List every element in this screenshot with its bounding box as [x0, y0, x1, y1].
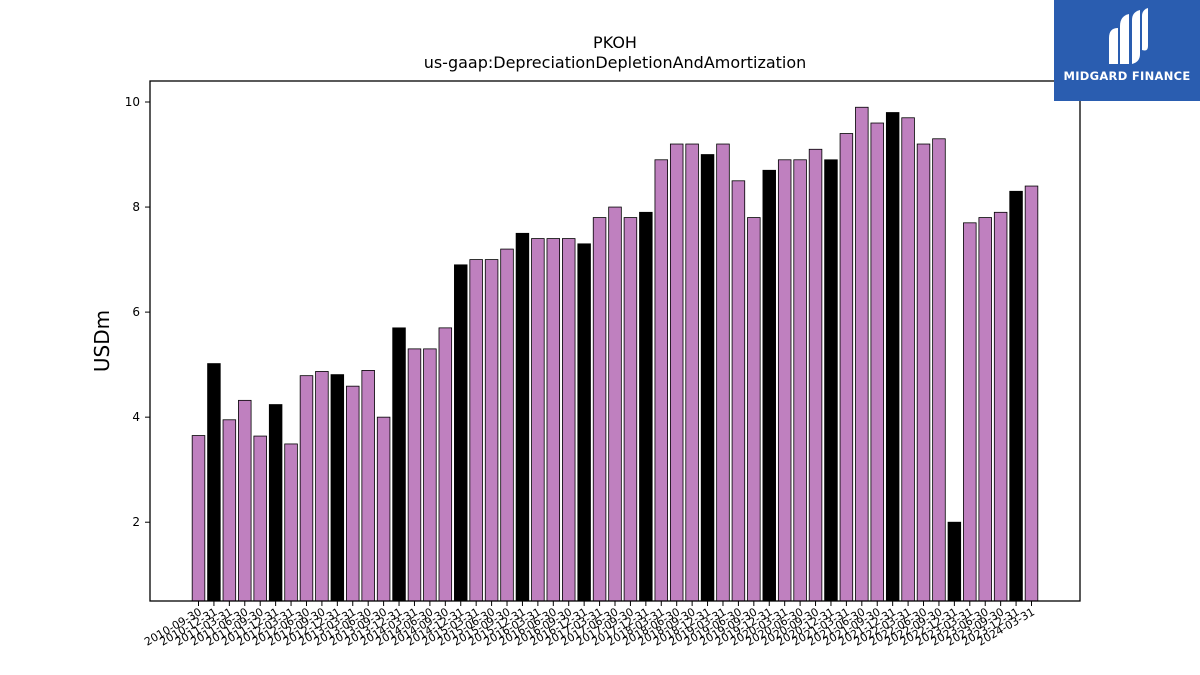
bar-2010-12-31: [207, 363, 221, 602]
y-axis-label: USDm: [90, 310, 114, 372]
bar-2016-06-30: [546, 238, 561, 602]
bar-2019-09-30: [747, 217, 761, 602]
bar-2018-09-30: [685, 143, 699, 602]
bar-2016-12-31: [577, 243, 591, 602]
bar-2011-03-31: [222, 419, 237, 602]
bar-2021-12-31: [885, 112, 900, 602]
bar-2017-06-30: [608, 206, 622, 602]
bar-2013-12-31: [392, 327, 406, 602]
bar-2022-03-31: [901, 117, 915, 602]
brand-name: MIDGARD FINANCE: [1063, 69, 1191, 83]
bar-2019-12-31: [762, 169, 776, 602]
bar-2019-06-30: [731, 180, 746, 602]
bar-2015-09-30: [500, 248, 514, 602]
y-tick-label: 6: [132, 305, 140, 319]
bars-group: [191, 106, 1039, 602]
bar-2020-03-31: [777, 159, 792, 602]
bar-2020-09-30: [808, 148, 823, 602]
bar-2013-09-30: [376, 416, 391, 602]
y-tick-label: 2: [132, 515, 140, 529]
bar-2019-03-31: [716, 143, 730, 602]
y-ticks-group: 2 4 6 8 10: [125, 95, 150, 529]
bar-2023-03-31: [963, 222, 977, 602]
bar-2012-06-30: [299, 375, 314, 602]
bar-2023-09-30: [993, 211, 1008, 602]
bar-2015-12-31: [515, 232, 530, 602]
bar-2017-09-30: [623, 217, 638, 602]
bar-2015-03-31: [469, 259, 483, 602]
bar-2016-03-31: [531, 238, 545, 602]
bar-2017-12-31: [639, 211, 653, 602]
y-tick-label: 10: [125, 95, 140, 109]
chart-subtitle: us-gaap:DepreciationDepletionAndAmortiza…: [424, 53, 807, 72]
bar-2020-06-30: [793, 159, 807, 602]
bar-2022-09-30: [932, 138, 946, 602]
plot-frame: [149, 80, 1081, 602]
bar-2011-06-30: [238, 399, 252, 602]
bar-2013-06-30: [361, 370, 375, 602]
bar-2024-03-31: [1024, 185, 1039, 602]
bar-2012-09-30: [315, 371, 329, 602]
y-tick-label: 8: [132, 200, 140, 214]
bar-2023-12-31: [1009, 190, 1023, 602]
bar-2014-12-31: [454, 264, 468, 602]
bar-2014-06-30: [423, 348, 437, 602]
bar-2011-12-31: [268, 404, 283, 602]
bar-2021-03-31: [839, 133, 854, 602]
bar-2018-06-30: [669, 143, 684, 602]
bar-2023-06-30: [978, 217, 992, 602]
bar-2018-12-31: [700, 154, 715, 602]
chart-title: PKOH: [593, 33, 637, 52]
bar-2014-03-31: [407, 348, 422, 602]
bar-2012-12-31: [330, 374, 345, 602]
bar-2017-03-31: [592, 217, 607, 602]
bar-2022-12-31: [947, 521, 962, 602]
brand-logo: MIDGARD FINANCE: [1054, 0, 1200, 101]
midgard-m-logo-icon: [1109, 8, 1148, 64]
bar-2010-09-30: [191, 435, 206, 602]
bar-2013-03-31: [346, 385, 360, 602]
x-ticks-group: 2010-09-302010-12-312011-03-312011-06-30…: [142, 601, 1037, 649]
bar-2011-09-30: [253, 435, 267, 602]
bar-2016-09-30: [562, 238, 576, 602]
bar-2020-12-31: [824, 159, 838, 602]
bar-2018-03-31: [654, 159, 669, 602]
bar-2014-09-30: [438, 327, 453, 602]
bar-2015-06-30: [484, 259, 499, 602]
bar-2021-09-30: [870, 122, 884, 602]
y-tick-label: 4: [132, 410, 140, 424]
bar-2012-03-31: [284, 443, 298, 602]
bar-2022-06-30: [916, 143, 931, 602]
bar-2021-06-30: [855, 106, 869, 602]
